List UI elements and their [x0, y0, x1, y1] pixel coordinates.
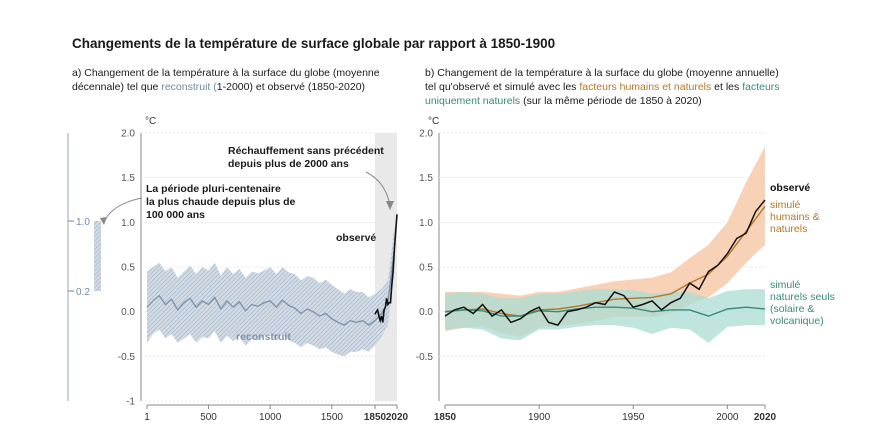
y-tick-label-a: 1.5	[121, 173, 135, 184]
panel-b-chart: °C -0.5 0.0 0.5 1.0 1.5 2.0 1850 1900 1950 2000 2…	[416, 116, 838, 423]
y-tick-label-b: 0.0	[419, 307, 433, 318]
side-bar-bottom-label: 0.2	[76, 287, 90, 298]
x-tick-label-a: 1500	[321, 412, 344, 423]
x-tick-label-a: 1850	[364, 412, 387, 423]
figure-title: Changements de la température de surface…	[72, 36, 555, 51]
y-tick-label-b: -0.5	[416, 352, 434, 363]
panel-b-y-axis: -0.5 0.0 0.5 1.0 1.5 2.0	[416, 129, 765, 401]
panel-b-caption-line2: tel qu'observé et simulé avec les facteu…	[425, 81, 780, 93]
label-observed-a: observé	[336, 232, 376, 244]
y-tick-label-a: -1	[126, 397, 135, 408]
y-tick-label-b: 0.5	[419, 263, 433, 274]
panel-b-x-axis: 1850 1900 1950 2000 2020	[434, 404, 777, 423]
panel-a-caption-line1: a) Changement de la température à la sur…	[72, 67, 380, 79]
y-tick-label-a: 2.0	[121, 129, 135, 140]
y-tick-label-a: 1.0	[121, 218, 135, 229]
natural-band	[445, 289, 765, 343]
label-observed-b: observé	[770, 182, 810, 194]
x-tick-label-b: 1850	[434, 412, 457, 423]
unprecedented-arrowhead	[386, 201, 394, 210]
x-tick-label-a: 1000	[259, 412, 282, 423]
label-human-natural: simulé humains & naturels	[770, 199, 823, 235]
panel-a-chart: 1.0 0.2 °C -1-0.50.00.51.01.52.0 1 500 100…	[67, 116, 409, 423]
y-tick-label-a: 0.0	[121, 307, 135, 318]
panel-a-x-axis: 1 500 1000 1500 1850 2020	[144, 404, 409, 423]
annotation-warm-period: La période pluri-centenaire la plus chau…	[146, 183, 298, 221]
warm-period-arrowhead	[100, 217, 107, 225]
panel-b-unit: °C	[428, 116, 439, 127]
x-tick-label-a: 1	[144, 412, 150, 423]
x-tick-label-b: 1900	[528, 412, 551, 423]
observed-line-b	[444, 199, 766, 326]
y-tick-label-b: 2.0	[419, 129, 433, 140]
x-tick-label-a: 2020	[386, 412, 409, 423]
human-natural-band	[445, 146, 765, 337]
y-tick-label-a: 0.5	[121, 263, 135, 274]
reconstructed-colored-text: reconstruit (	[161, 81, 217, 93]
x-tick-label-b: 2020	[754, 412, 777, 423]
y-tick-label-b: 1.0	[419, 218, 433, 229]
reconstructed-uncertainty-band	[147, 226, 395, 357]
label-natural: simulé naturels seuls (solaire & volcani…	[770, 279, 838, 327]
label-reconstructed: reconstruit	[236, 331, 291, 343]
y-tick-label-a: -0.5	[118, 352, 136, 363]
natural-line	[444, 306, 766, 317]
panel-b-caption-line1: b) Changement de la température à la sur…	[425, 67, 779, 79]
x-tick-label-b: 2000	[716, 412, 739, 423]
reconstructed-line	[146, 249, 396, 326]
y-tick-label-b: 1.5	[419, 173, 433, 184]
side-range-bar	[94, 221, 101, 291]
panel-a-unit: °C	[145, 116, 156, 127]
x-tick-label-a: 500	[200, 412, 217, 423]
panel-a-caption-line2: décennale) tel que reconstruit (1-2000) …	[72, 81, 365, 93]
annotation-unprecedented: Réchauffement sans précédent depuis plus…	[228, 145, 387, 170]
side-bar-top-label: 1.0	[76, 217, 90, 228]
panel-b-caption-line3: uniquement naturels (sur la même période…	[425, 95, 702, 107]
x-tick-label-b: 1950	[622, 412, 645, 423]
observed-line-a	[374, 214, 398, 324]
